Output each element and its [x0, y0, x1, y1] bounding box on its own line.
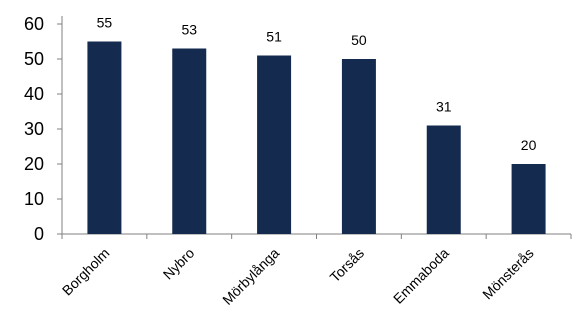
x-category-label: Mönsterås	[479, 245, 537, 303]
x-category-label: Nybro	[160, 245, 198, 283]
x-category-label: Mörbylånga	[219, 245, 282, 308]
data-label: 53	[181, 22, 197, 38]
y-tick-label: 0	[34, 224, 44, 244]
y-tick-label: 40	[24, 84, 44, 104]
bar	[87, 41, 122, 234]
y-tick-label: 60	[24, 14, 44, 34]
bar	[172, 48, 207, 234]
x-category-label: Torsås	[327, 245, 367, 285]
data-label: 50	[351, 32, 367, 48]
bar	[341, 59, 376, 234]
y-tick-label: 50	[24, 49, 44, 69]
bar	[426, 125, 461, 234]
data-label: 31	[436, 99, 452, 115]
data-label: 51	[266, 29, 282, 45]
y-tick-label: 30	[24, 119, 44, 139]
y-tick-label: 10	[24, 189, 44, 209]
y-tick-label: 20	[24, 154, 44, 174]
x-category-label: Borgholm	[59, 245, 113, 299]
bar	[257, 55, 292, 234]
data-label: 20	[521, 137, 537, 153]
data-label: 55	[97, 15, 113, 31]
x-category-label: Emmaboda	[390, 245, 452, 307]
bar	[511, 164, 546, 234]
